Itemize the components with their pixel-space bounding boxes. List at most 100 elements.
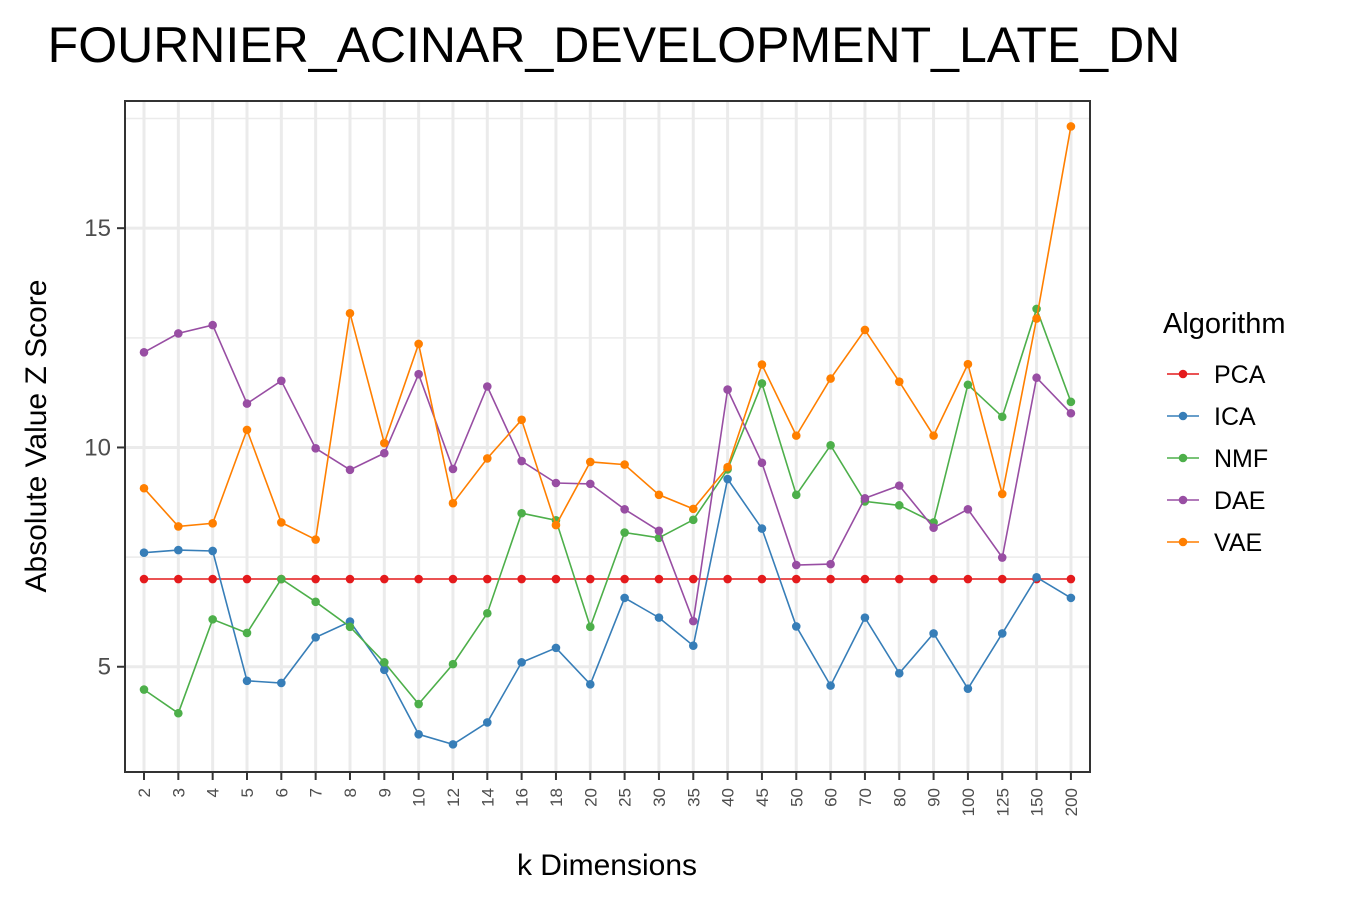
data-point [448,740,458,749]
data-point [380,658,389,667]
data-point [620,574,629,584]
data-point [517,574,526,584]
data-point [448,498,458,508]
data-point [826,559,835,569]
x-tick-label: 4 [204,788,223,797]
data-point [242,399,252,408]
x-tick-label: 14 [478,788,497,807]
x-tick-label: 125 [993,788,1012,816]
legend-key-point [1178,411,1188,421]
data-point [242,574,252,584]
data-point [791,431,801,440]
legend-key-point [1178,453,1188,463]
data-point [654,613,664,622]
data-point [757,574,767,584]
data-point [208,519,217,528]
data-point [723,462,732,472]
data-point [826,681,835,690]
data-point [551,520,561,530]
data-point [414,339,423,349]
data-point [1032,314,1041,323]
data-point [483,454,492,463]
x-tick-label: 6 [272,788,291,797]
data-point [1066,574,1076,584]
data-point [894,481,904,490]
data-point [585,574,595,584]
data-point [1066,408,1076,418]
x-tick-label: 8 [341,788,360,797]
data-point [791,560,801,570]
data-point [1066,397,1076,407]
legend-label: PCA [1214,361,1266,389]
data-point [380,438,389,448]
data-point [757,360,767,369]
data-point [380,665,389,675]
series-vae [139,122,1076,544]
data-point [826,374,835,383]
x-axis-title: k Dimensions [517,849,697,882]
data-point [688,616,698,626]
data-point [860,494,870,503]
data-point [997,574,1007,584]
data-point [139,483,149,493]
data-point [551,478,561,488]
data-point [757,379,767,388]
data-point [688,574,698,584]
data-point [997,629,1007,638]
x-tick-label: 3 [169,788,188,797]
x-tick-label: 10 [410,788,429,807]
x-tick-label: 2 [135,788,154,797]
series-ica [139,474,1076,749]
y-tick-label: 5 [98,654,111,681]
data-point [448,574,458,584]
x-tick-label: 9 [375,788,394,797]
x-tick-label: 100 [959,788,978,816]
legend-label: VAE [1214,529,1262,557]
legend-key-point [1178,495,1188,505]
x-tick-label: 80 [890,788,909,807]
series-dae [139,320,1076,626]
data-point [208,615,217,624]
minor-gridlines [125,117,1090,558]
data-point [311,444,320,453]
x-tick-label: 40 [719,788,738,807]
series-line-ica [143,477,1072,746]
data-point [654,574,664,584]
data-point [483,608,492,618]
data-point [654,490,664,500]
data-point [723,574,732,584]
legend-item-vae: VAE [1167,529,1262,557]
data-point [174,522,183,531]
data-point [380,448,389,458]
data-point [174,708,183,718]
x-tick-label: 30 [650,788,669,807]
chart-title: FOURNIER_ACINAR_DEVELOPMENT_LATE_DN [48,17,1181,73]
data-point [723,474,732,484]
legend-title: Algorithm [1163,308,1286,340]
data-point [688,515,698,525]
data-point [208,546,217,556]
data-point [414,699,423,709]
legend: Algorithm PCA ICA NMF DAE VAE [1163,308,1286,557]
data-point [174,574,183,584]
data-point [585,457,595,467]
data-point [688,504,698,514]
data-point [517,508,526,518]
x-tick-label: 12 [444,788,463,807]
data-point [517,415,526,425]
x-tick-label: 200 [1062,788,1081,816]
data-point [860,574,870,584]
data-point [483,574,492,584]
data-point [483,718,492,727]
data-point [277,678,286,688]
data-point [517,658,526,667]
data-point [483,382,492,391]
data-point [963,380,973,390]
data-point [311,574,320,584]
data-point [242,628,252,638]
series-line-dae [143,324,1072,625]
x-tick-label: 20 [581,788,600,807]
data-point [139,347,149,357]
data-point [277,574,286,584]
